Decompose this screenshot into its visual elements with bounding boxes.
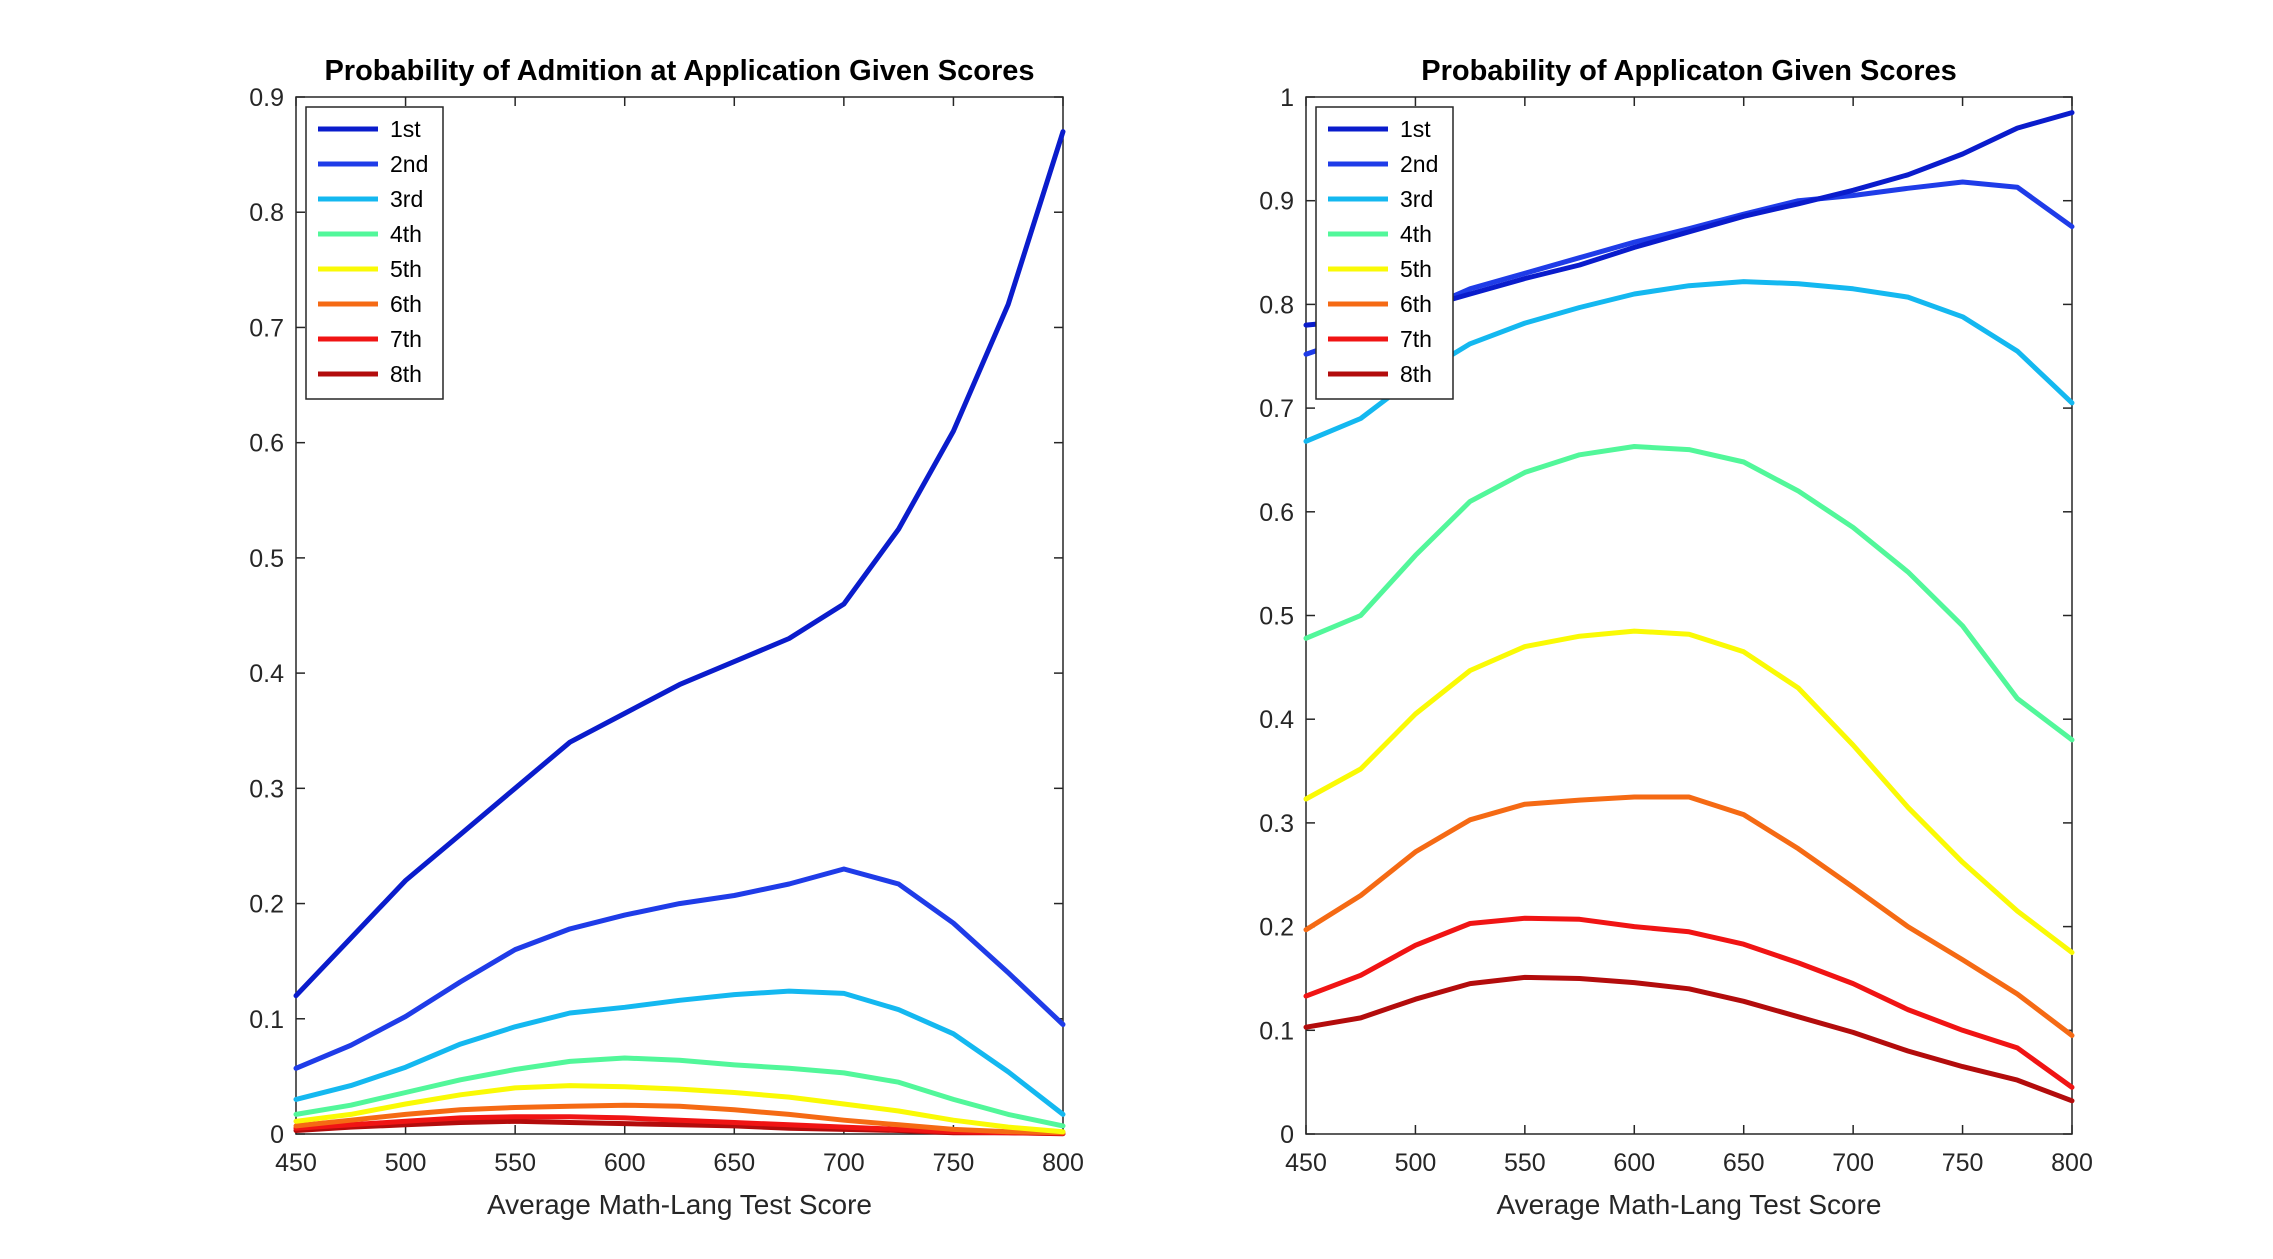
series-line-8th	[1303, 974, 2075, 1104]
x-tick-label: 550	[494, 1149, 536, 1177]
x-tick-label: 500	[1395, 1149, 1437, 1177]
admission-probability-chart: Probability of Admition at Application G…	[249, 55, 1084, 1220]
y-tick-label: 0.9	[1259, 188, 1294, 216]
series-line-7th	[1303, 915, 2075, 1090]
legend-label: 4th	[1400, 221, 1432, 247]
legend-label: 5th	[1400, 256, 1432, 282]
x-tick-label: 700	[823, 1149, 865, 1177]
series-line-6th	[1303, 794, 2075, 1038]
x-tick-label: 500	[385, 1149, 427, 1177]
y-tick-label: 0.8	[1259, 291, 1294, 319]
legend-label: 8th	[390, 361, 422, 387]
x-tick-label: 800	[2051, 1149, 2093, 1177]
application-probability-chart: Probability of Applicaton Given Scores 45…	[1259, 55, 2093, 1220]
series-line-5th	[1303, 628, 2075, 955]
legend-label: 3rd	[1400, 186, 1433, 212]
x-tick-label: 450	[275, 1149, 317, 1177]
legend-label: 6th	[390, 291, 422, 317]
series-line-4th	[293, 1055, 1066, 1129]
series-line-1st	[293, 129, 1066, 999]
legend-label: 4th	[390, 221, 422, 247]
legend-label: 6th	[1400, 291, 1432, 317]
y-tick-label: 0.3	[1259, 810, 1294, 838]
y-tick-label: 0.7	[249, 314, 284, 342]
x-tick-label: 650	[713, 1149, 755, 1177]
x-tick-label: 700	[1832, 1149, 1874, 1177]
legend-label: 1st	[1400, 116, 1431, 142]
x-tick-label: 650	[1723, 1149, 1765, 1177]
legend: 1st 2nd 3rd 4th 5th 6th 7th 8th	[305, 106, 444, 400]
y-tick-label: 0.4	[249, 660, 284, 688]
legend-label: 2nd	[390, 151, 428, 177]
series-line-5th	[293, 1083, 1066, 1135]
y-tick-label: 0.4	[1259, 706, 1294, 734]
x-axis-label: Average Math-Lang Test Score	[487, 1189, 872, 1220]
x-tick-label: 550	[1504, 1149, 1546, 1177]
y-tick-label: 0.5	[249, 545, 284, 573]
y-tick-label: 0.2	[1259, 914, 1294, 942]
y-tick-label: 0.7	[1259, 395, 1294, 423]
series-line-2nd	[293, 866, 1066, 1071]
y-tick-label: 0.9	[249, 84, 284, 112]
series-line-7th	[293, 1114, 1066, 1136]
y-tick-label: 0.8	[249, 199, 284, 227]
chart-title: Probability of Applicaton Given Scores	[1421, 55, 1957, 87]
legend-label: 1st	[390, 116, 421, 142]
legend-label: 2nd	[1400, 151, 1438, 177]
legend-label: 5th	[390, 256, 422, 282]
y-tick-label: 1	[1280, 84, 1294, 112]
x-tick-label: 450	[1285, 1149, 1327, 1177]
y-tick-label: 0.5	[1259, 603, 1294, 631]
x-tick-label: 800	[1042, 1149, 1084, 1177]
series-line-3rd	[293, 988, 1066, 1117]
y-tick-label: 0.6	[249, 430, 284, 458]
legend-label: 7th	[390, 326, 422, 352]
y-tick-label: 0.2	[249, 891, 284, 919]
legend-box	[305, 106, 444, 400]
legend: 1st 2nd 3rd 4th 5th 6th 7th 8th	[1315, 106, 1454, 400]
legend-box	[1315, 106, 1454, 400]
legend-label: 7th	[1400, 326, 1432, 352]
x-tick-label: 750	[933, 1149, 975, 1177]
y-tick-label: 0.1	[1259, 1017, 1294, 1045]
series-line-4th	[1303, 444, 2075, 743]
y-tick-label: 0.3	[249, 775, 284, 803]
y-tick-label: 0	[270, 1121, 284, 1149]
legend-label: 8th	[1400, 361, 1432, 387]
y-tick-label: 0	[1280, 1121, 1294, 1149]
x-tick-label: 600	[1613, 1149, 1655, 1177]
x-tick-label: 600	[604, 1149, 646, 1177]
series-line-6th	[293, 1102, 1066, 1136]
y-tick-label: 0.6	[1259, 499, 1294, 527]
x-tick-label: 750	[1942, 1149, 1984, 1177]
y-tick-label: 0.1	[249, 1006, 284, 1034]
x-axis-label: Average Math-Lang Test Score	[1497, 1189, 1882, 1220]
chart-title: Probability of Admition at Application G…	[324, 55, 1034, 87]
legend-label: 3rd	[390, 186, 423, 212]
